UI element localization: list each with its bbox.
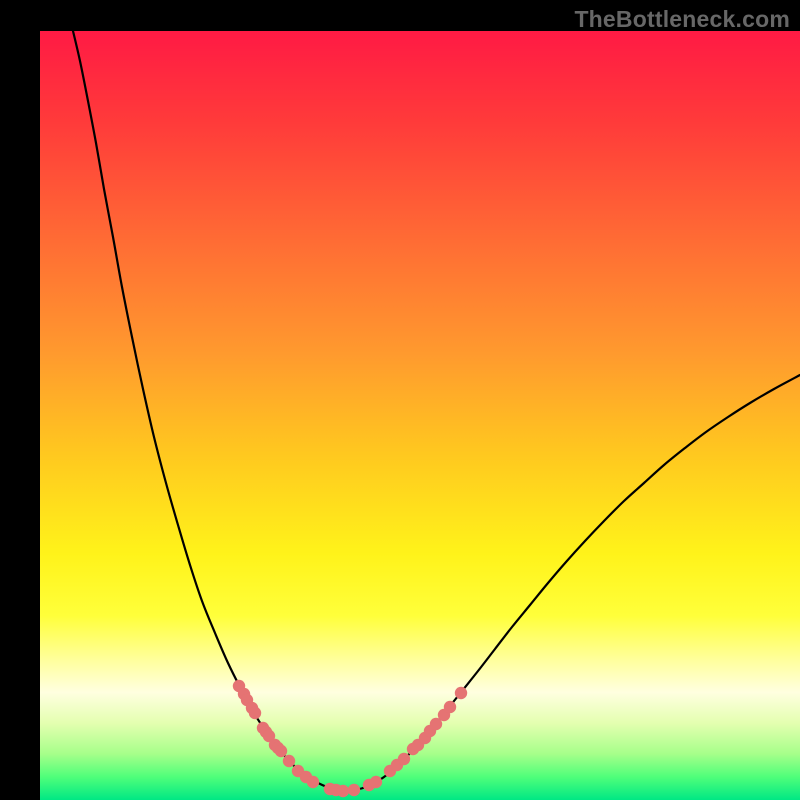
- curve-marker: [337, 785, 349, 797]
- curve-marker: [398, 753, 410, 765]
- bottleneck-curve: [40, 31, 800, 800]
- curve-marker: [370, 776, 382, 788]
- curve-marker: [455, 687, 467, 699]
- chart-canvas: TheBottleneck.com: [0, 0, 800, 800]
- curve-marker: [307, 776, 319, 788]
- curve-marker: [249, 707, 261, 719]
- curve-marker: [444, 701, 456, 713]
- watermark-text: TheBottleneck.com: [574, 6, 790, 33]
- curve-marker: [275, 745, 287, 757]
- curve-marker: [283, 755, 295, 767]
- highlight-markers: [233, 680, 467, 797]
- curve-marker: [348, 784, 360, 796]
- plot-area: [40, 31, 800, 800]
